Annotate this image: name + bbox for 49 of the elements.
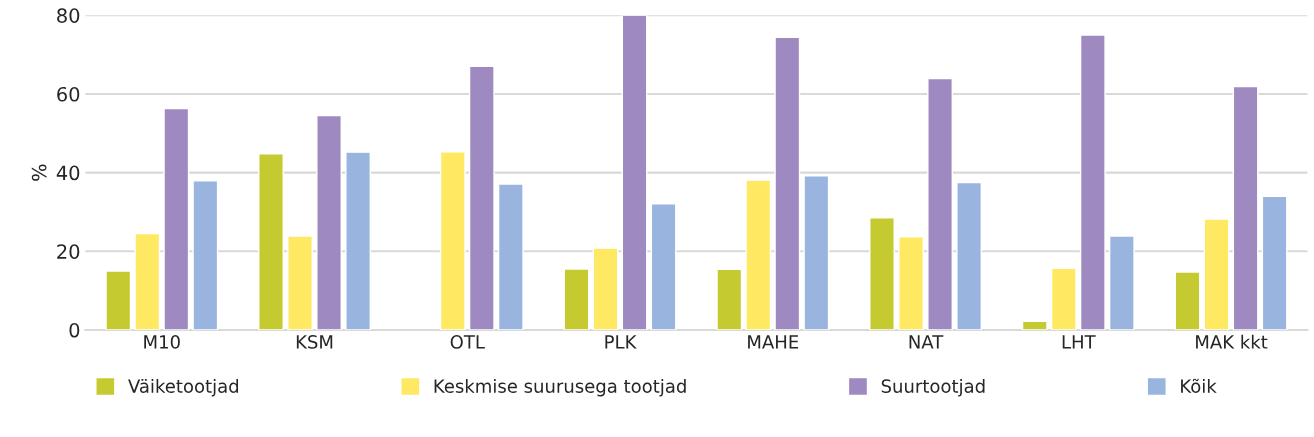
x-tick-label: M10 [144, 335, 180, 349]
x-tick-label: KSM [296, 335, 333, 349]
legend-label: Keskmise suurusega tootjad [434, 378, 686, 397]
bar [621, 15, 648, 330]
y-tick-label: 80 [57, 8, 80, 23]
y-tick-label: 40 [56, 165, 80, 181]
bar [563, 268, 590, 330]
bar [1232, 85, 1259, 330]
bar [192, 180, 219, 330]
y-axis-title: % [31, 164, 47, 181]
bar [803, 175, 830, 330]
bar [1021, 320, 1048, 330]
bar [1079, 34, 1106, 330]
bar [1050, 267, 1077, 330]
bar [1203, 218, 1230, 330]
y-tick-label: 0 [69, 322, 80, 338]
bar [927, 77, 953, 330]
bar [774, 36, 801, 330]
bar [650, 202, 677, 330]
x-tick-label: NAT [909, 335, 944, 349]
bar [105, 270, 132, 330]
bar [134, 232, 161, 330]
bar [345, 151, 371, 330]
bar [898, 236, 924, 330]
y-tick-label: 20 [57, 244, 80, 259]
x-tick-label: MAK kkt [1196, 334, 1268, 349]
bar [316, 114, 342, 330]
y-tick-label: 60 [57, 86, 80, 102]
bar [956, 181, 982, 330]
x-tick-label: MAHE [748, 335, 799, 349]
x-tick-label: PLK [605, 335, 637, 349]
bar [716, 268, 743, 330]
bar [1174, 271, 1201, 330]
legend-label: Kõik [1181, 378, 1217, 393]
bar [258, 153, 284, 330]
bar [468, 65, 495, 330]
bar [745, 179, 772, 330]
bar [1261, 195, 1288, 330]
legend-label: Suurtootjad [881, 378, 985, 397]
x-tick-label: OTL [450, 335, 485, 349]
bar [439, 151, 466, 330]
bar [1108, 235, 1135, 330]
bar [869, 217, 895, 330]
legend-label: Väiketootjad [128, 378, 239, 397]
bar [497, 183, 524, 330]
bar [287, 235, 313, 330]
x-tick-label: LHT [1062, 335, 1096, 349]
bar [163, 107, 190, 330]
bar [592, 247, 619, 330]
